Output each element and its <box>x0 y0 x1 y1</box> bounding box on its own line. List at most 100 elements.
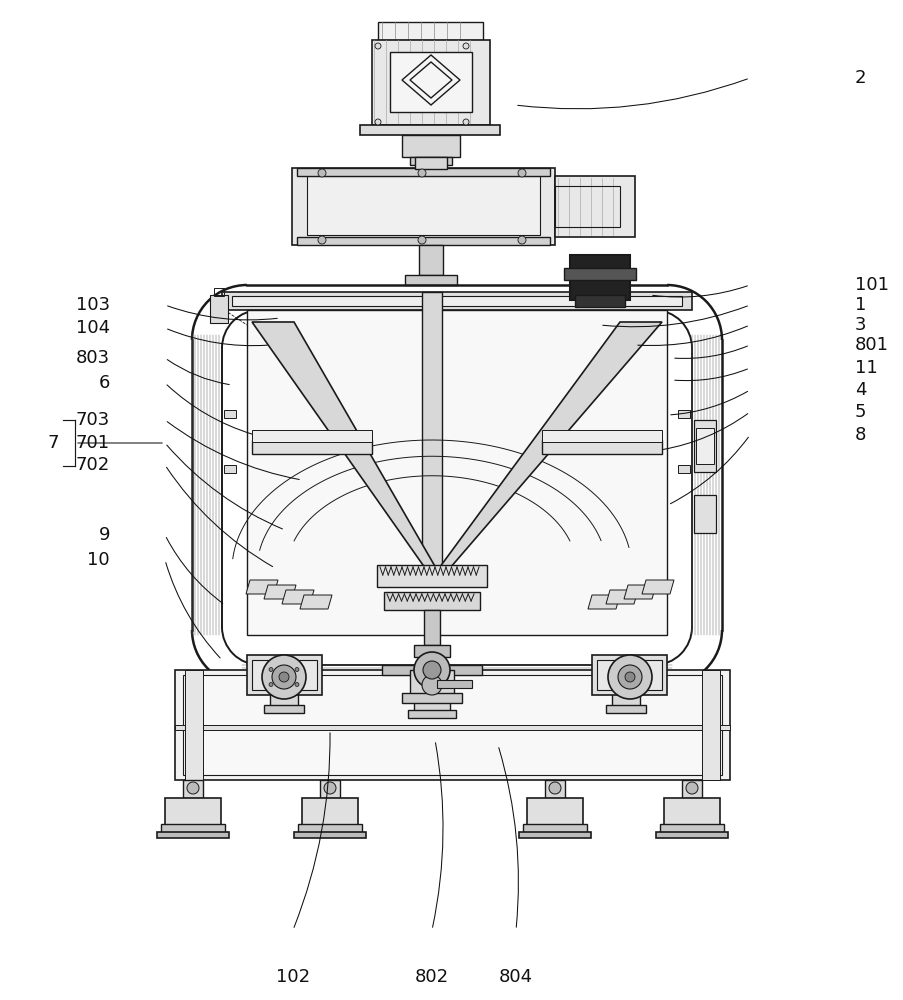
Bar <box>224 465 236 473</box>
Bar <box>542 440 661 454</box>
Bar <box>414 157 446 169</box>
Bar <box>252 430 372 442</box>
Bar <box>424 610 440 645</box>
Polygon shape <box>605 590 638 604</box>
Bar <box>252 440 372 454</box>
Bar <box>523 824 586 834</box>
Text: 802: 802 <box>414 968 449 986</box>
Bar <box>292 168 554 245</box>
Polygon shape <box>433 322 661 575</box>
Bar <box>307 176 539 235</box>
Circle shape <box>375 43 380 49</box>
Bar <box>384 592 479 610</box>
Bar <box>402 135 460 157</box>
Circle shape <box>318 236 326 244</box>
Text: 701: 701 <box>76 434 110 452</box>
Bar <box>418 245 442 275</box>
Text: 103: 103 <box>76 296 110 314</box>
Circle shape <box>618 665 641 689</box>
Polygon shape <box>641 580 674 594</box>
Circle shape <box>294 668 299 672</box>
Bar <box>518 832 591 838</box>
Bar <box>185 670 203 780</box>
Bar <box>232 296 681 306</box>
Bar <box>554 176 634 237</box>
Bar <box>694 495 715 533</box>
Bar <box>554 186 619 227</box>
Bar <box>542 430 661 442</box>
Polygon shape <box>264 585 295 599</box>
Bar <box>377 22 482 40</box>
Bar <box>677 465 689 473</box>
Circle shape <box>685 782 697 794</box>
Bar <box>694 420 715 472</box>
Circle shape <box>417 169 425 177</box>
Text: 4: 4 <box>854 381 866 399</box>
Text: 10: 10 <box>88 551 110 569</box>
Text: 104: 104 <box>76 319 110 337</box>
Circle shape <box>517 236 526 244</box>
Polygon shape <box>623 585 656 599</box>
Text: 102: 102 <box>275 968 310 986</box>
Bar <box>681 780 702 798</box>
Polygon shape <box>300 595 331 609</box>
Bar <box>175 725 730 730</box>
Circle shape <box>187 782 199 794</box>
Polygon shape <box>246 580 278 594</box>
Text: 2: 2 <box>854 69 866 87</box>
Circle shape <box>375 119 380 125</box>
Bar <box>247 310 666 635</box>
Bar <box>410 670 453 698</box>
Text: 702: 702 <box>76 456 110 474</box>
Circle shape <box>323 782 336 794</box>
Circle shape <box>462 43 469 49</box>
Bar <box>382 665 481 675</box>
Bar <box>293 832 366 838</box>
Circle shape <box>608 655 651 699</box>
Bar <box>320 780 340 798</box>
Bar <box>298 824 361 834</box>
Bar <box>247 655 321 695</box>
Bar <box>214 288 224 296</box>
Bar <box>264 705 303 713</box>
Bar <box>563 268 636 280</box>
Text: 804: 804 <box>498 968 533 986</box>
Circle shape <box>262 655 305 699</box>
Bar <box>545 780 564 798</box>
Circle shape <box>417 236 425 244</box>
Bar <box>414 665 450 715</box>
Bar <box>407 710 455 718</box>
Bar <box>410 157 452 165</box>
Bar <box>157 832 228 838</box>
Bar <box>224 410 236 418</box>
Bar <box>414 645 450 657</box>
Circle shape <box>269 668 273 672</box>
Text: 703: 703 <box>76 411 110 429</box>
Circle shape <box>548 782 561 794</box>
Text: 7: 7 <box>47 434 59 452</box>
Polygon shape <box>282 590 313 604</box>
Text: 801: 801 <box>854 336 888 354</box>
Circle shape <box>318 169 326 177</box>
Bar <box>302 798 358 826</box>
Bar <box>389 52 471 112</box>
Text: 3: 3 <box>854 316 866 334</box>
Text: 5: 5 <box>854 403 866 421</box>
Bar <box>252 660 317 690</box>
Bar <box>526 798 582 826</box>
Bar <box>695 428 713 464</box>
Bar <box>270 665 298 710</box>
Bar <box>570 255 629 300</box>
Circle shape <box>269 682 273 686</box>
Bar <box>297 168 549 176</box>
Bar <box>359 125 499 135</box>
Bar <box>656 832 727 838</box>
Bar <box>182 780 203 798</box>
Text: 1: 1 <box>854 296 865 314</box>
Text: 101: 101 <box>854 276 888 294</box>
Circle shape <box>517 169 526 177</box>
Circle shape <box>414 652 450 688</box>
Bar <box>377 565 487 587</box>
Bar <box>402 693 461 703</box>
Bar <box>209 295 228 323</box>
